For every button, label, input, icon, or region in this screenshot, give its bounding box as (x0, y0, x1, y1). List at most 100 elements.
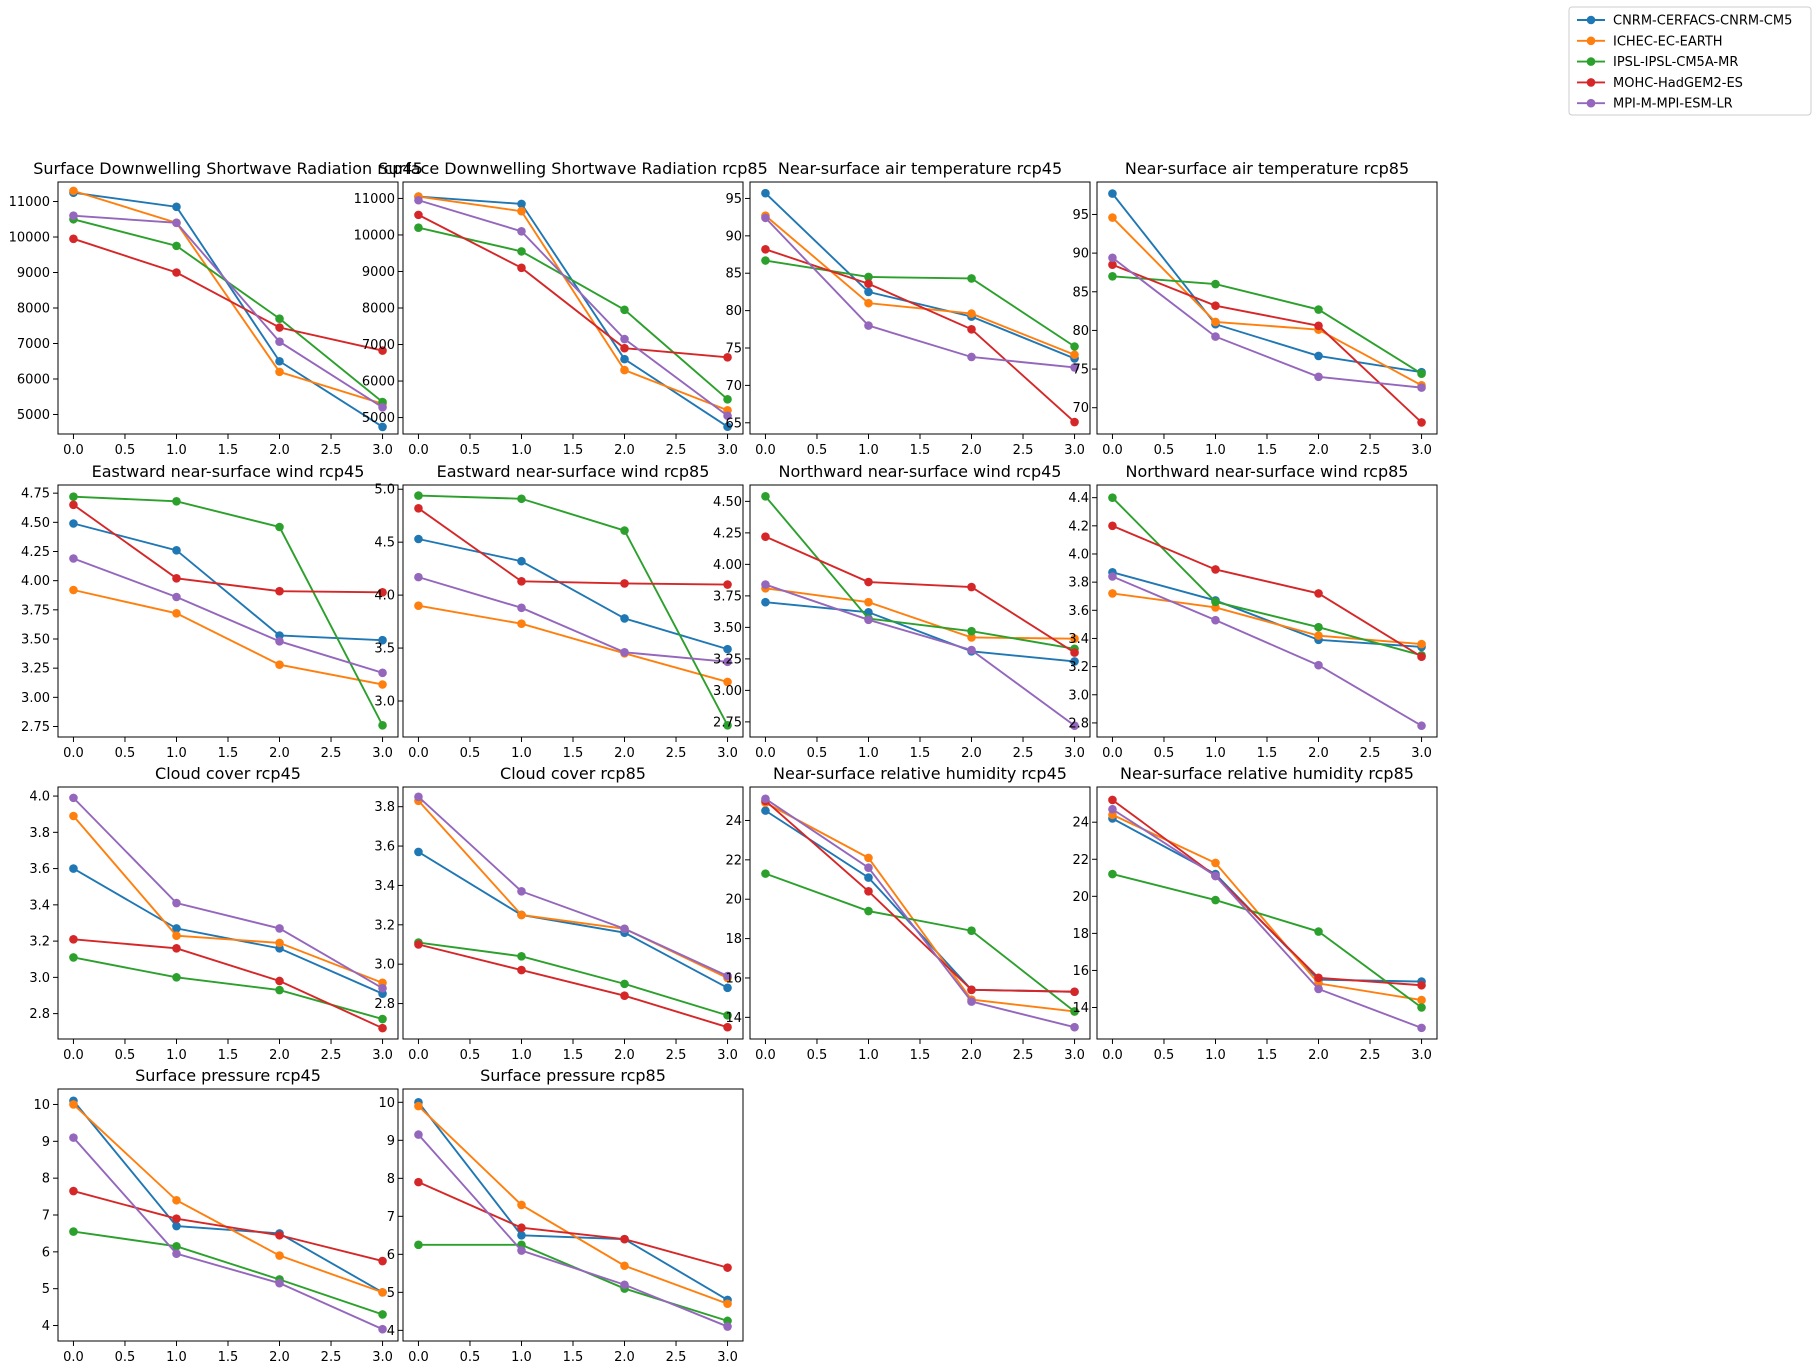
data-point (761, 188, 770, 198)
series-line (418, 195, 728, 412)
x-tick-label: 0.0 (63, 1048, 84, 1063)
x-tick-label: 0.5 (115, 443, 136, 458)
data-point (275, 337, 284, 347)
data-point (620, 1234, 629, 1244)
x-tick-label: 1.0 (166, 746, 187, 761)
data-point (1070, 634, 1079, 644)
panel-title: Northward near-surface wind rcp85 (1126, 462, 1409, 481)
data-point (172, 944, 181, 953)
data-point (517, 247, 526, 256)
panel-title: Near-surface relative humidity rcp45 (773, 764, 1067, 783)
series-line (418, 941, 728, 1017)
legend-swatch-marker (1586, 98, 1596, 108)
data-point (69, 811, 78, 821)
y-tick-label: 24 (1072, 816, 1089, 831)
data-point (69, 519, 78, 528)
y-tick-label: 4.0 (374, 589, 395, 604)
data-point (864, 279, 873, 288)
x-tick-label: 0.5 (1154, 443, 1175, 458)
y-tick-label: 65 (725, 416, 742, 431)
y-tick-label: 8000 (17, 302, 50, 317)
series-MPI-M-MPI-ESM-LR (69, 211, 387, 412)
data-point (1108, 589, 1117, 598)
data-point (761, 532, 770, 541)
data-point (1211, 332, 1220, 341)
y-tick-label: 90 (1072, 247, 1089, 262)
series-line (417, 851, 728, 989)
y-tick-label: 22 (1072, 853, 1089, 868)
data-point (172, 609, 181, 618)
panel-title: Eastward near-surface wind rcp45 (92, 462, 365, 481)
x-tick-label: 1.0 (858, 443, 879, 458)
y-tick-label: 4.00 (21, 574, 50, 589)
y-tick-label: 3.4 (29, 898, 50, 913)
subplot-9: Cloud cover rcp45 0.0 0.5 1.0 1.5 2.0 2.5 3.0 2.… (29, 764, 399, 1063)
x-tick-label: 0.0 (63, 746, 84, 761)
data-point (1108, 795, 1117, 805)
data-point (864, 298, 873, 308)
data-point (1108, 493, 1117, 502)
y-tick-label: 18 (725, 932, 742, 947)
x-tick-label: 0.5 (115, 1048, 136, 1063)
series-line (764, 192, 1075, 360)
series-IPSL-IPSL-CM5A-MR (414, 491, 732, 730)
data-point (517, 227, 526, 236)
data-point (723, 1299, 732, 1309)
x-tick-label: 1.5 (218, 746, 239, 761)
x-tick-label: 1.0 (858, 746, 879, 761)
y-tick-label: 4.75 (21, 487, 50, 502)
series-MOHC-HadGEM2-ES (761, 244, 1079, 427)
data-point (69, 864, 78, 873)
series-line (1111, 256, 1422, 389)
y-tick-label: 3.8 (29, 826, 50, 841)
axes-frame (402, 786, 744, 1040)
data-point (69, 585, 78, 595)
series-ICHEC-EC-EARTH (69, 811, 387, 988)
series-IPSL-IPSL-CM5A-MR (1108, 869, 1426, 1012)
y-tick-label: 20 (725, 893, 742, 908)
data-point (69, 492, 78, 501)
x-tick-label: 2.0 (961, 443, 982, 458)
series-MOHC-HadGEM2-ES (69, 500, 387, 597)
data-point (378, 983, 387, 993)
data-point (378, 1256, 387, 1266)
series-line (1111, 193, 1422, 374)
data-point (620, 924, 629, 934)
series-line (764, 800, 1075, 993)
series-line (72, 504, 383, 594)
x-tick-label: 1.5 (910, 443, 931, 458)
x-tick-label: 0.0 (63, 1350, 84, 1365)
series-IPSL-IPSL-CM5A-MR (761, 256, 1079, 351)
data-point (723, 353, 732, 362)
series-IPSL-IPSL-CM5A-MR (1108, 272, 1426, 379)
x-tick-label: 3.0 (372, 443, 393, 458)
x-tick-label: 0.0 (408, 746, 429, 761)
series-IPSL-IPSL-CM5A-MR (1108, 493, 1426, 660)
series-line (765, 801, 1075, 1013)
data-point (172, 1242, 181, 1251)
y-tick-label: 7000 (362, 338, 395, 353)
data-point (723, 1322, 732, 1331)
series-line (764, 214, 1075, 356)
y-tick-label: 3.00 (21, 691, 50, 706)
subplot-3: Near-surface air temperature rcp45 0.0 0.5… (725, 159, 1091, 458)
data-point (414, 1101, 423, 1111)
x-tick-label: 1.0 (166, 1350, 187, 1365)
series-line (764, 217, 1075, 369)
x-tick-label: 2.5 (666, 1048, 687, 1063)
data-point (967, 274, 976, 283)
y-tick-label: 9000 (17, 266, 50, 281)
data-point (69, 554, 78, 563)
data-point (172, 1195, 181, 1205)
x-tick-label: 2.5 (1360, 746, 1381, 761)
series-MPI-M-MPI-ESM-LR (414, 1130, 732, 1331)
data-point (1070, 363, 1079, 372)
x-tick-label: 2.0 (614, 746, 635, 761)
data-point (172, 931, 181, 940)
data-point (1070, 721, 1079, 730)
data-point (761, 492, 770, 501)
data-point (864, 873, 873, 882)
data-point (723, 580, 732, 589)
data-point (723, 395, 732, 404)
data-point (1417, 995, 1426, 1005)
